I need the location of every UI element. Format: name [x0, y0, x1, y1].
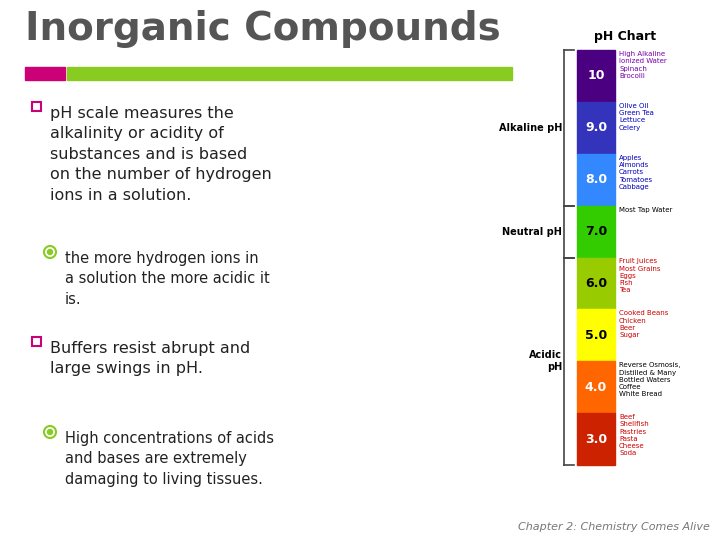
Text: 5.0: 5.0 [585, 329, 607, 342]
Text: Buffers resist abrupt and
large swings in pH.: Buffers resist abrupt and large swings i… [50, 341, 251, 376]
Text: Alkaline pH: Alkaline pH [499, 123, 562, 133]
Text: High concentrations of acids
and bases are extremely
damaging to living tissues.: High concentrations of acids and bases a… [65, 431, 274, 487]
Text: 4.0: 4.0 [585, 381, 607, 394]
Bar [577, 258, 615, 309]
Text: Neutral pH: Neutral pH [502, 227, 562, 237]
Text: High Alkaline
Ionized Water
Spinach
Brocolli: High Alkaline Ionized Water Spinach Broc… [619, 51, 667, 79]
Bar [577, 50, 615, 102]
Text: the more hydrogen ions in
a solution the more acidic it
is.: the more hydrogen ions in a solution the… [65, 251, 270, 307]
Text: 10: 10 [588, 70, 605, 83]
Text: Acidic
pH: Acidic pH [529, 350, 562, 372]
Bar [25, 67, 65, 80]
Text: Apples
Almonds
Carrots
Tomatoes
Cabbage: Apples Almonds Carrots Tomatoes Cabbage [619, 155, 652, 190]
Text: Reverse Osmosis,
Distilled & Many
Bottled Waters
Coffee
White Bread: Reverse Osmosis, Distilled & Many Bottle… [619, 362, 680, 397]
Bar [577, 413, 615, 465]
Bar [32, 102, 41, 111]
Bar [577, 206, 615, 258]
Text: Most Tap Water: Most Tap Water [619, 207, 672, 213]
Circle shape [48, 429, 53, 435]
Text: 8.0: 8.0 [585, 173, 607, 186]
Text: Fruit Juices
Most Grains
Eggs
Fish
Tea: Fruit Juices Most Grains Eggs Fish Tea [619, 259, 660, 294]
Bar [577, 361, 615, 413]
Bar [577, 309, 615, 361]
Text: 3.0: 3.0 [585, 433, 607, 446]
Text: pH Chart: pH Chart [594, 30, 656, 43]
Text: Chapter 2: Chemistry Comes Alive: Chapter 2: Chemistry Comes Alive [518, 522, 710, 532]
Text: Inorganic Compounds: Inorganic Compounds [25, 10, 500, 48]
Bar [577, 102, 615, 154]
Circle shape [48, 249, 53, 254]
Bar [577, 154, 615, 206]
Text: Olive Oil
Green Tea
Lettuce
Celery: Olive Oil Green Tea Lettuce Celery [619, 103, 654, 131]
Text: 9.0: 9.0 [585, 122, 607, 134]
Text: Beef
Shellfish
Pastries
Pasta
Cheese
Soda: Beef Shellfish Pastries Pasta Cheese Sod… [619, 414, 649, 456]
Text: 6.0: 6.0 [585, 277, 607, 290]
Text: 7.0: 7.0 [585, 225, 607, 238]
Text: Cooked Beans
Chicken
Beer
Sugar: Cooked Beans Chicken Beer Sugar [619, 310, 668, 338]
Text: pH scale measures the
alkalinity or acidity of
substances and is based
on the nu: pH scale measures the alkalinity or acid… [50, 106, 271, 202]
Bar [67, 67, 512, 80]
Bar [32, 337, 41, 346]
